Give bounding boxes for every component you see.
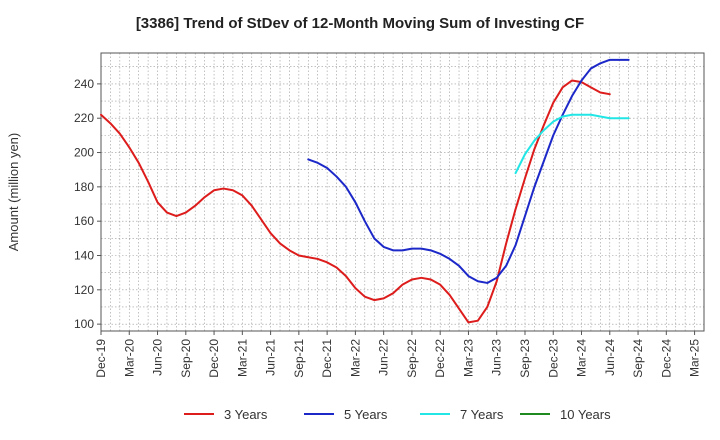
y-tick-label: 100 bbox=[74, 317, 94, 331]
plot-area bbox=[100, 52, 705, 332]
y-tick-label: 240 bbox=[74, 77, 94, 91]
x-tick-label: Mar-22 bbox=[348, 339, 362, 377]
legend-label: 3 Years bbox=[224, 407, 268, 422]
x-tick-label: Dec-21 bbox=[320, 339, 334, 378]
x-tick-label: Dec-20 bbox=[207, 339, 221, 378]
y-tick-label: 220 bbox=[74, 111, 94, 125]
x-tick-label: Mar-20 bbox=[122, 339, 136, 377]
x-tick-label: Dec-19 bbox=[94, 339, 108, 378]
grid bbox=[101, 53, 704, 331]
chart-title: [3386] Trend of StDev of 12-Month Moving… bbox=[136, 15, 584, 32]
x-tick-label: Sep-22 bbox=[405, 339, 419, 378]
x-tick-label: Mar-25 bbox=[688, 339, 702, 377]
x-tick-label: Dec-22 bbox=[433, 339, 447, 378]
y-axis: 100 120 140 160 180 200 220 240 bbox=[74, 77, 101, 331]
legend-label: 10 Years bbox=[560, 407, 611, 422]
x-axis: Dec-19 Mar-20 Jun-20 Sep-20 Dec-20 Mar-21 Jun-… bbox=[94, 331, 702, 378]
x-tick-label: Sep-21 bbox=[292, 339, 306, 378]
x-tick-label: Jun-22 bbox=[377, 339, 391, 376]
x-tick-label: Jun-23 bbox=[490, 339, 504, 376]
y-tick-label: 160 bbox=[74, 214, 94, 228]
x-tick-label: Sep-24 bbox=[631, 339, 645, 378]
series-line-5-years bbox=[307, 58, 630, 284]
x-tick-label: Dec-24 bbox=[659, 339, 673, 378]
x-tick-label: Jun-20 bbox=[151, 339, 165, 376]
series-line-3-years bbox=[100, 79, 611, 324]
y-tick-label: 200 bbox=[74, 146, 94, 160]
x-tick-label: Mar-21 bbox=[235, 339, 249, 377]
x-tick-label: Mar-23 bbox=[461, 339, 475, 377]
x-tick-label: Mar-24 bbox=[575, 339, 589, 377]
x-tick-label: Dec-23 bbox=[546, 339, 560, 378]
legend-label: 5 Years bbox=[344, 407, 388, 422]
x-tick-label: Sep-20 bbox=[179, 339, 193, 378]
x-tick-label: Jun-24 bbox=[603, 339, 617, 376]
x-tick-label: Sep-23 bbox=[518, 339, 532, 378]
legend: 3 Years 5 Years 7 Years 10 Years bbox=[184, 407, 611, 422]
legend-label: 7 Years bbox=[460, 407, 504, 422]
series-line-7-years bbox=[514, 113, 630, 175]
x-tick-label: Jun-21 bbox=[264, 339, 278, 376]
y-tick-label: 180 bbox=[74, 180, 94, 194]
y-tick-label: 140 bbox=[74, 248, 94, 262]
y-tick-label: 120 bbox=[74, 283, 94, 297]
series-group bbox=[100, 58, 630, 324]
y-axis-label: Amount (million yen) bbox=[6, 133, 21, 252]
